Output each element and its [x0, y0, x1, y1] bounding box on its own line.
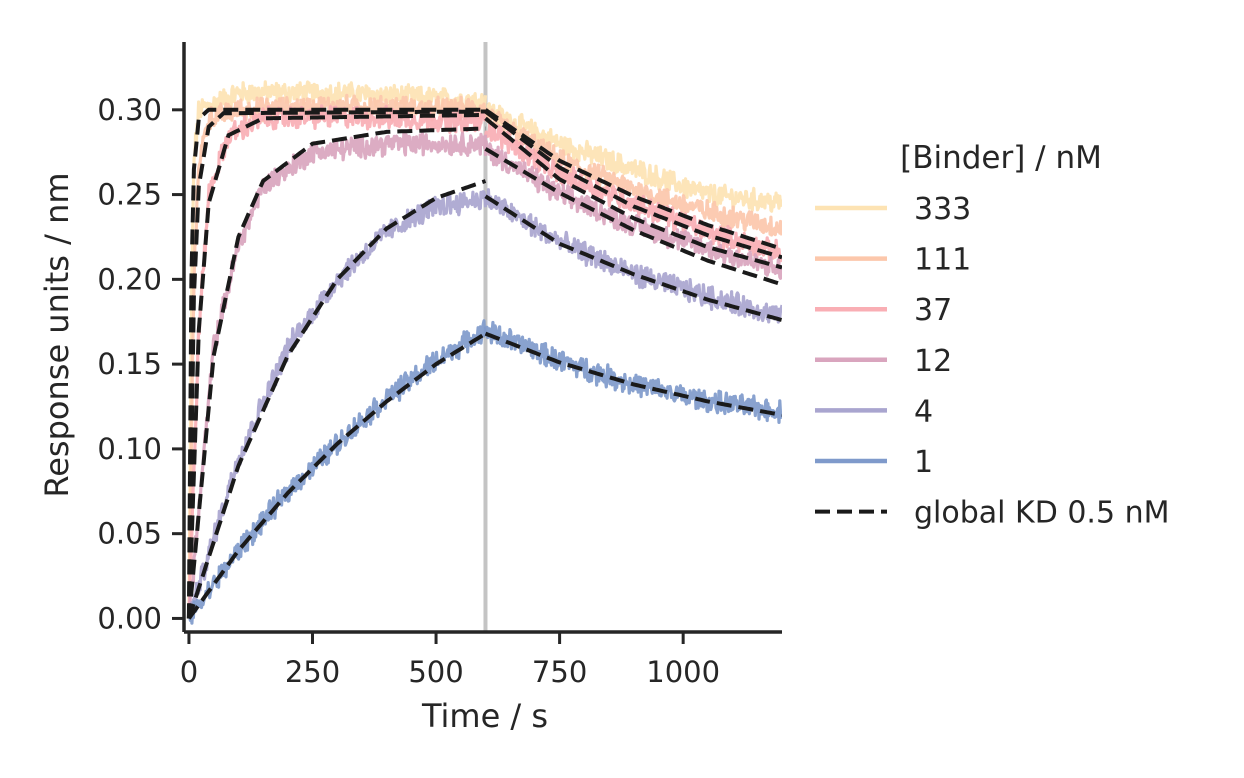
legend-title: [Binder] / nM	[900, 140, 1102, 176]
fit-dissociation-1	[484, 331, 782, 417]
trace-association-111	[187, 93, 487, 619]
trace-dissociation-37	[483, 120, 782, 263]
x-tick-label: 500	[408, 655, 463, 689]
fit-association-1	[187, 331, 487, 620]
y-tick-label: 0.30	[97, 93, 162, 127]
x-tick-label: 0	[180, 655, 198, 689]
y-tick-label: 0.10	[97, 432, 162, 466]
trace-association-1	[187, 319, 487, 625]
fit-dissociation-12	[484, 147, 782, 287]
fit-dissociation-111	[484, 109, 782, 260]
legend-label-333: 333	[914, 192, 971, 227]
fit-dissociation-333	[484, 108, 782, 251]
fit-association-4	[187, 179, 487, 620]
x-tick-label: 1000	[646, 655, 720, 689]
x-axis-label: Time / s	[421, 697, 548, 735]
x-tick-label: 250	[285, 655, 340, 689]
legend: [Binder] / nM 333 111 37 12 4 1 global KD 0.5 n…	[815, 140, 1169, 531]
fit-association-12	[186, 126, 486, 619]
plot-area	[186, 42, 782, 632]
y-tick-label: 0.20	[97, 262, 162, 296]
trace-association-333	[187, 80, 488, 619]
y-tick-label: 0.00	[97, 601, 162, 635]
legend-label-37: 37	[914, 293, 952, 328]
trace-association-12	[187, 131, 488, 619]
trace-dissociation-333	[483, 102, 782, 213]
axes: 0 250 500 750 1000 0.00 0.05 0.10 0.15 0.20 0.25 0.…	[38, 42, 782, 735]
legend-label-111: 111	[914, 243, 971, 278]
fit-association-111	[186, 109, 486, 619]
trace-association-4	[187, 190, 488, 620]
fit-association-333	[186, 107, 486, 619]
trace-dissociation-1	[483, 320, 782, 424]
fit-association-37	[186, 112, 486, 619]
fit-dissociation-4	[484, 194, 782, 322]
legend-label-12: 12	[914, 344, 952, 379]
legend-label-fit: global KD 0.5 nM	[914, 496, 1169, 531]
x-tick-label: 750	[532, 655, 587, 689]
y-axis-label: Response units / nm	[38, 172, 76, 497]
trace-dissociation-111	[483, 107, 782, 237]
y-tick-label: 0.25	[97, 178, 162, 212]
fit-dissociation-37	[484, 116, 782, 270]
y-tick-label: 0.05	[97, 517, 162, 551]
legend-label-1: 1	[914, 445, 933, 480]
legend-label-4: 4	[914, 394, 933, 429]
y-tick-label: 0.15	[97, 347, 162, 381]
